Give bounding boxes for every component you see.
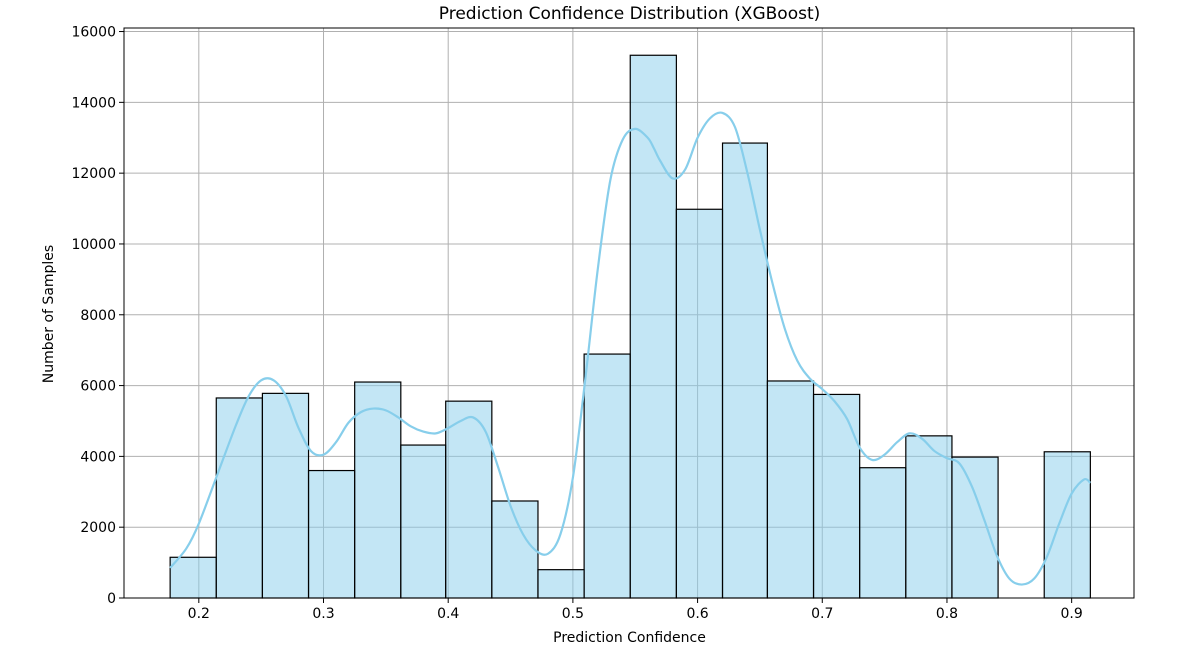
histogram-bar	[583, 353, 631, 599]
histogram-bar	[951, 456, 999, 599]
plot-frame	[123, 27, 1135, 599]
histogram-bar	[859, 467, 907, 599]
histogram-bar	[721, 142, 769, 599]
kde-curve	[169, 111, 1092, 586]
y-tick-label: 16000	[71, 25, 116, 41]
x-axis-label: Prediction Confidence	[553, 630, 706, 646]
x-tick-label: 0.6	[686, 606, 708, 622]
histogram-bar	[400, 444, 447, 599]
histogram-bars	[169, 54, 1091, 599]
x-tick-label: 0.5	[562, 606, 584, 622]
y-tick-label: 10000	[71, 237, 116, 253]
x-tick-label: 0.3	[312, 606, 334, 622]
histogram-bar	[675, 208, 724, 599]
x-tick-label: 0.9	[1061, 606, 1083, 622]
y-tick-label: 14000	[71, 95, 116, 111]
y-tick-label: 0	[107, 591, 116, 607]
y-tick-label: 6000	[80, 379, 116, 395]
x-tick-label: 0.7	[811, 606, 833, 622]
histogram-bar	[215, 397, 264, 599]
x-axis-ticks: 0.2 0.3 0.4 0.5 0.6 0.7 0.8 0.9	[188, 598, 1083, 622]
y-axis-ticks: 0 2000 4000 6000 8000 10000 12000 14000 16000	[71, 25, 124, 607]
y-tick-label: 4000	[80, 449, 116, 465]
histogram-bar	[537, 569, 585, 599]
chart-title: Prediction Confidence Distribution (XGBo…	[439, 4, 821, 24]
histogram-bar	[307, 469, 356, 599]
x-tick-label: 0.8	[936, 606, 958, 622]
y-tick-label: 12000	[71, 166, 116, 182]
y-axis-label: Number of Samples	[41, 245, 57, 383]
y-tick-label: 2000	[80, 520, 116, 536]
x-tick-label: 0.2	[188, 606, 210, 622]
histogram-bar	[905, 435, 953, 599]
histogram-bar	[766, 380, 815, 599]
histogram-bar	[629, 54, 677, 599]
x-tick-label: 0.4	[437, 606, 459, 622]
histogram-bar	[445, 400, 493, 599]
histogram-bar	[169, 556, 217, 599]
y-tick-label: 8000	[80, 308, 116, 324]
histogram-bar	[812, 393, 861, 599]
histogram-bar	[261, 392, 310, 599]
histogram-bar	[1043, 451, 1091, 599]
